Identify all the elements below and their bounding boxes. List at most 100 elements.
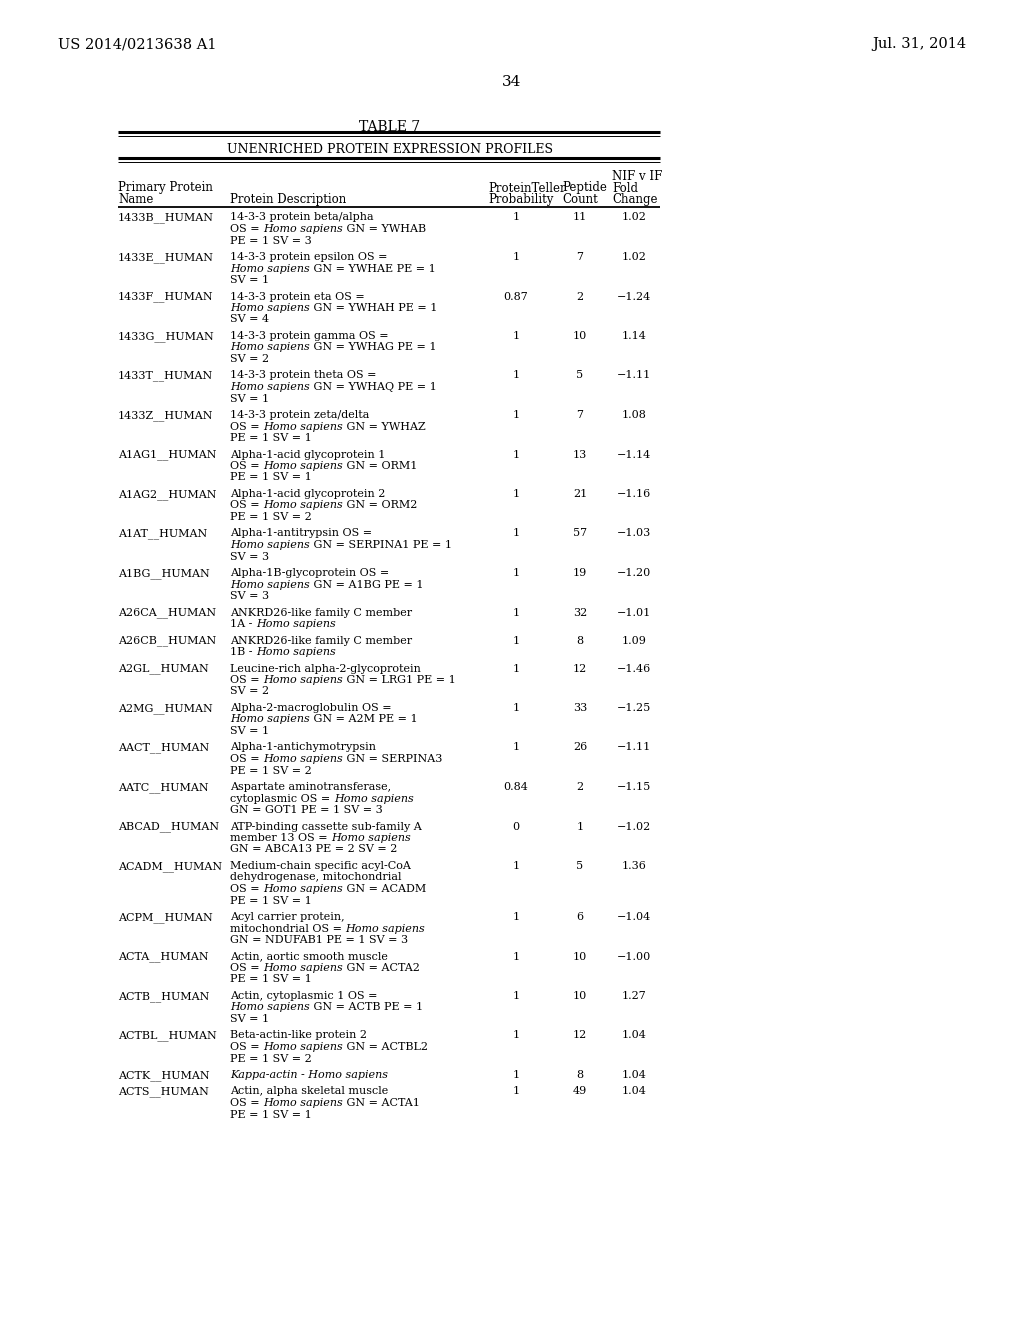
Text: Protein Description: Protein Description — [230, 193, 346, 206]
Text: 0: 0 — [512, 821, 519, 832]
Text: −1.00: −1.00 — [616, 952, 651, 961]
Text: GN = YWHAQ PE = 1: GN = YWHAQ PE = 1 — [309, 381, 436, 392]
Text: AACT__HUMAN: AACT__HUMAN — [118, 742, 209, 754]
Text: A1AG2__HUMAN: A1AG2__HUMAN — [118, 488, 216, 500]
Text: Alpha-1B-glycoprotein OS =: Alpha-1B-glycoprotein OS = — [230, 568, 389, 578]
Text: 1: 1 — [512, 1086, 519, 1097]
Text: GN = ACTA2: GN = ACTA2 — [343, 964, 420, 973]
Text: 1: 1 — [512, 912, 519, 921]
Text: ACTB__HUMAN: ACTB__HUMAN — [118, 991, 209, 1002]
Text: Fold: Fold — [612, 181, 638, 194]
Text: 11: 11 — [572, 213, 587, 223]
Text: ANKRD26-like family C member: ANKRD26-like family C member — [230, 607, 412, 618]
Text: 1.02: 1.02 — [622, 213, 646, 223]
Text: ATP-binding cassette sub-family A: ATP-binding cassette sub-family A — [230, 821, 422, 832]
Text: 8: 8 — [577, 635, 584, 645]
Text: Homo sapiens: Homo sapiens — [263, 754, 343, 764]
Text: ACTS__HUMAN: ACTS__HUMAN — [118, 1086, 209, 1097]
Text: dehydrogenase, mitochondrial: dehydrogenase, mitochondrial — [230, 873, 401, 883]
Text: 1: 1 — [512, 411, 519, 420]
Text: ACTA__HUMAN: ACTA__HUMAN — [118, 952, 209, 962]
Text: 1: 1 — [512, 742, 519, 752]
Text: 1: 1 — [512, 331, 519, 341]
Text: 1433F__HUMAN: 1433F__HUMAN — [118, 292, 214, 302]
Text: 1: 1 — [512, 568, 519, 578]
Text: SV = 1: SV = 1 — [230, 726, 269, 737]
Text: 0.87: 0.87 — [504, 292, 528, 301]
Text: 12: 12 — [572, 1031, 587, 1040]
Text: 1.08: 1.08 — [622, 411, 646, 420]
Text: Homo sapiens: Homo sapiens — [230, 579, 309, 590]
Text: 6: 6 — [577, 912, 584, 921]
Text: ABCAD__HUMAN: ABCAD__HUMAN — [118, 821, 219, 832]
Text: 1: 1 — [512, 252, 519, 261]
Text: PE = 1 SV = 2: PE = 1 SV = 2 — [230, 512, 311, 521]
Text: Alpha-1-acid glycoprotein 1: Alpha-1-acid glycoprotein 1 — [230, 450, 385, 459]
Text: OS =: OS = — [230, 1098, 263, 1107]
Text: OS =: OS = — [230, 421, 263, 432]
Text: mitochondrial OS =: mitochondrial OS = — [230, 924, 345, 933]
Text: 14-3-3 protein eta OS =: 14-3-3 protein eta OS = — [230, 292, 365, 301]
Text: GN = YWHAB: GN = YWHAB — [343, 224, 426, 234]
Text: PE = 1 SV = 2: PE = 1 SV = 2 — [230, 766, 311, 776]
Text: GN = ACTB PE = 1: GN = ACTB PE = 1 — [309, 1002, 423, 1012]
Text: Count: Count — [562, 193, 598, 206]
Text: OS =: OS = — [230, 675, 263, 685]
Text: Homo sapiens: Homo sapiens — [263, 224, 343, 234]
Text: GN = SERPINA1 PE = 1: GN = SERPINA1 PE = 1 — [309, 540, 452, 550]
Text: Homo sapiens: Homo sapiens — [263, 1098, 343, 1107]
Text: 1433T__HUMAN: 1433T__HUMAN — [118, 371, 213, 381]
Text: 14-3-3 protein gamma OS =: 14-3-3 protein gamma OS = — [230, 331, 389, 341]
Text: A2MG__HUMAN: A2MG__HUMAN — [118, 704, 213, 714]
Text: OS =: OS = — [230, 964, 263, 973]
Text: Homo sapiens: Homo sapiens — [230, 342, 309, 352]
Text: 1: 1 — [512, 607, 519, 618]
Text: Alpha-1-antichymotrypsin: Alpha-1-antichymotrypsin — [230, 742, 376, 752]
Text: 1: 1 — [512, 528, 519, 539]
Text: 0.84: 0.84 — [504, 781, 528, 792]
Text: GN = YWHAE PE = 1: GN = YWHAE PE = 1 — [309, 264, 435, 273]
Text: A1BG__HUMAN: A1BG__HUMAN — [118, 568, 210, 578]
Text: Homo sapiens: Homo sapiens — [334, 793, 414, 804]
Text: 1: 1 — [512, 704, 519, 713]
Text: A26CB__HUMAN: A26CB__HUMAN — [118, 635, 216, 647]
Text: PE = 1 SV = 1: PE = 1 SV = 1 — [230, 974, 311, 985]
Text: −1.16: −1.16 — [616, 488, 651, 499]
Text: GN = ABCA13 PE = 2 SV = 2: GN = ABCA13 PE = 2 SV = 2 — [230, 845, 397, 854]
Text: 14-3-3 protein zeta/delta: 14-3-3 protein zeta/delta — [230, 411, 370, 420]
Text: 1: 1 — [577, 821, 584, 832]
Text: Alpha-2-macroglobulin OS =: Alpha-2-macroglobulin OS = — [230, 704, 391, 713]
Text: Actin, alpha skeletal muscle: Actin, alpha skeletal muscle — [230, 1086, 388, 1097]
Text: 1: 1 — [512, 213, 519, 223]
Text: Homo sapiens: Homo sapiens — [230, 540, 309, 550]
Text: 1: 1 — [512, 1071, 519, 1080]
Text: A26CA__HUMAN: A26CA__HUMAN — [118, 607, 216, 618]
Text: Primary Protein: Primary Protein — [118, 181, 213, 194]
Text: −1.46: −1.46 — [616, 664, 651, 673]
Text: GN = ORM2: GN = ORM2 — [343, 500, 417, 511]
Text: SV = 2: SV = 2 — [230, 354, 269, 364]
Text: 1: 1 — [512, 991, 519, 1001]
Text: 1: 1 — [512, 371, 519, 380]
Text: Homo sapiens: Homo sapiens — [331, 833, 411, 843]
Text: SV = 2: SV = 2 — [230, 686, 269, 697]
Text: US 2014/0213638 A1: US 2014/0213638 A1 — [58, 37, 216, 51]
Text: GN = ACADM: GN = ACADM — [343, 884, 426, 894]
Text: GN = YWHAZ: GN = YWHAZ — [343, 421, 426, 432]
Text: 14-3-3 protein theta OS =: 14-3-3 protein theta OS = — [230, 371, 377, 380]
Text: PE = 1 SV = 1: PE = 1 SV = 1 — [230, 895, 311, 906]
Text: Probability: Probability — [488, 193, 553, 206]
Text: OS =: OS = — [230, 500, 263, 511]
Text: A1AG1__HUMAN: A1AG1__HUMAN — [118, 450, 216, 461]
Text: GN = ORM1: GN = ORM1 — [343, 461, 417, 471]
Text: cytoplasmic OS =: cytoplasmic OS = — [230, 793, 334, 804]
Text: ACTK__HUMAN: ACTK__HUMAN — [118, 1071, 210, 1081]
Text: Homo sapiens: Homo sapiens — [230, 1002, 309, 1012]
Text: −1.14: −1.14 — [616, 450, 651, 459]
Text: 2: 2 — [577, 781, 584, 792]
Text: 1B -: 1B - — [230, 647, 256, 657]
Text: 1.27: 1.27 — [622, 991, 646, 1001]
Text: Beta-actin-like protein 2: Beta-actin-like protein 2 — [230, 1031, 367, 1040]
Text: −1.25: −1.25 — [616, 704, 651, 713]
Text: 1: 1 — [512, 450, 519, 459]
